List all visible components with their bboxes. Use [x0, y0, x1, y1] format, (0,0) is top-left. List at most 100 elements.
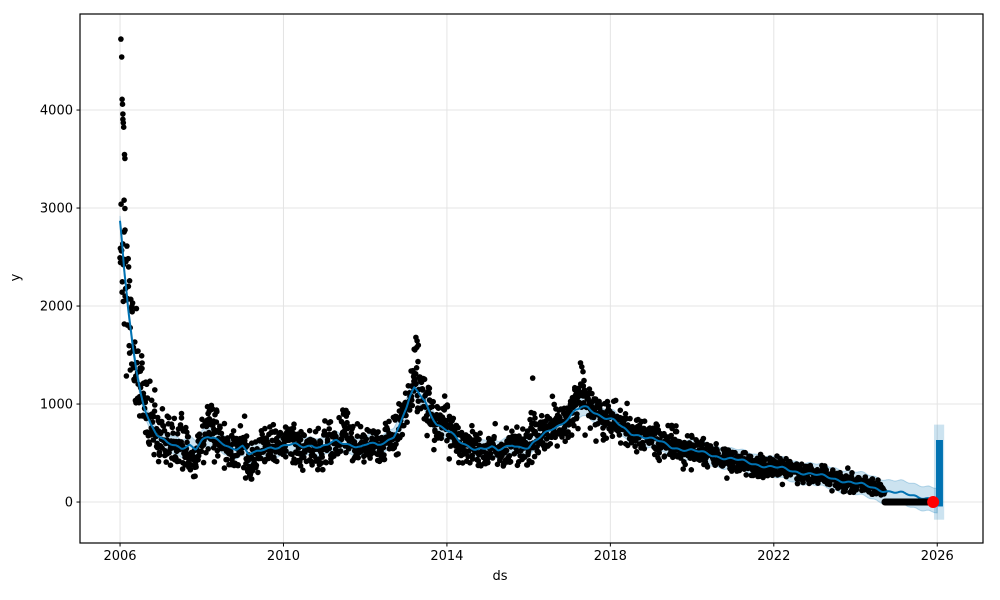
observed-point: [218, 430, 225, 437]
observed-point: [419, 387, 426, 393]
observed-point: [161, 427, 168, 434]
observed-point: [622, 411, 629, 417]
observed-point: [248, 476, 255, 482]
observed-point: [151, 408, 158, 415]
observed-point: [593, 438, 599, 444]
observed-point: [612, 397, 619, 404]
y-tick-label: 4000: [40, 104, 73, 119]
observed-point: [126, 278, 133, 284]
observed-point: [688, 467, 695, 473]
observed-point: [270, 421, 277, 428]
x-tick-label: 2010: [267, 549, 300, 564]
observed-point: [200, 441, 207, 448]
observed-point: [119, 289, 125, 296]
observed-point: [424, 432, 430, 439]
observed-point: [213, 419, 220, 425]
observed-point: [632, 443, 638, 450]
observed-point: [178, 415, 185, 421]
observed-point: [409, 397, 415, 403]
observed-point: [444, 437, 450, 444]
observed-outlier-point: [118, 54, 125, 60]
observed-point: [625, 422, 631, 428]
observed-point: [509, 428, 515, 435]
observed-point: [171, 415, 178, 422]
observed-point: [317, 439, 324, 445]
observed-point: [794, 480, 801, 487]
observed-point: [282, 454, 289, 460]
observed-outlier-point: [120, 124, 127, 130]
observed-point: [338, 436, 345, 443]
observed-point: [221, 420, 228, 427]
observed-point: [438, 432, 445, 438]
observed-point: [164, 431, 171, 438]
observed-point: [535, 449, 542, 455]
observed-point: [415, 398, 422, 405]
observed-point: [135, 348, 141, 354]
observed-point: [680, 466, 686, 472]
observed-point: [507, 458, 514, 465]
observed-point: [532, 415, 538, 421]
observed-outlier-point: [118, 36, 124, 42]
observed-point: [549, 393, 556, 400]
observed-point: [527, 416, 533, 423]
observed-point: [139, 365, 145, 372]
observed-point: [183, 424, 189, 431]
observed-point: [268, 448, 274, 455]
observed-point: [661, 453, 668, 459]
observed-point: [562, 438, 568, 445]
observed-point: [576, 399, 583, 406]
observed-point: [409, 402, 416, 409]
forecast-spike: [936, 440, 943, 507]
observed-point: [217, 423, 223, 430]
observed-outlier-point: [119, 96, 125, 103]
observed-outlier-point: [120, 111, 126, 117]
observed-point: [139, 360, 145, 366]
observed-point: [315, 425, 322, 432]
observed-outlier-point: [529, 375, 536, 381]
observed-point: [205, 446, 211, 452]
observed-point: [455, 424, 461, 431]
observed-point: [185, 434, 191, 440]
observed-point: [552, 434, 558, 441]
observed-point: [597, 402, 604, 408]
observed-point: [849, 470, 855, 476]
observed-point: [551, 401, 557, 408]
observed-point: [575, 425, 581, 432]
observed-point: [627, 415, 633, 422]
observed-outlier-point: [579, 364, 585, 370]
observed-point: [587, 425, 594, 431]
observed-point: [361, 459, 367, 465]
observed-point: [565, 429, 571, 435]
observed-point: [450, 415, 457, 422]
observed-point: [242, 475, 249, 481]
observed-outlier-point: [122, 155, 128, 162]
observed-point: [148, 397, 155, 404]
observed-point: [163, 459, 169, 465]
observed-point: [554, 443, 560, 449]
observed-point: [386, 418, 392, 425]
observed-point: [617, 407, 624, 414]
observed-point: [413, 380, 419, 387]
observed-point: [214, 408, 220, 415]
observed-point: [585, 395, 591, 402]
observed-point: [235, 462, 241, 468]
observed-point: [357, 423, 364, 430]
observed-point: [237, 423, 244, 429]
observed-outlier-point: [122, 205, 128, 212]
observed-point: [713, 441, 719, 447]
observed-point: [371, 444, 377, 451]
observed-outlier-point: [411, 346, 418, 353]
observed-outlier-point: [580, 368, 586, 375]
observed-point: [559, 434, 565, 440]
observed-point: [258, 455, 264, 462]
observed-point: [238, 449, 245, 456]
observed-point: [144, 395, 151, 401]
observed-point: [624, 400, 630, 407]
observed-point: [138, 353, 145, 359]
observed-point: [333, 433, 339, 440]
observed-point: [211, 459, 218, 465]
observed-point: [123, 373, 130, 379]
observed-point: [350, 423, 356, 430]
